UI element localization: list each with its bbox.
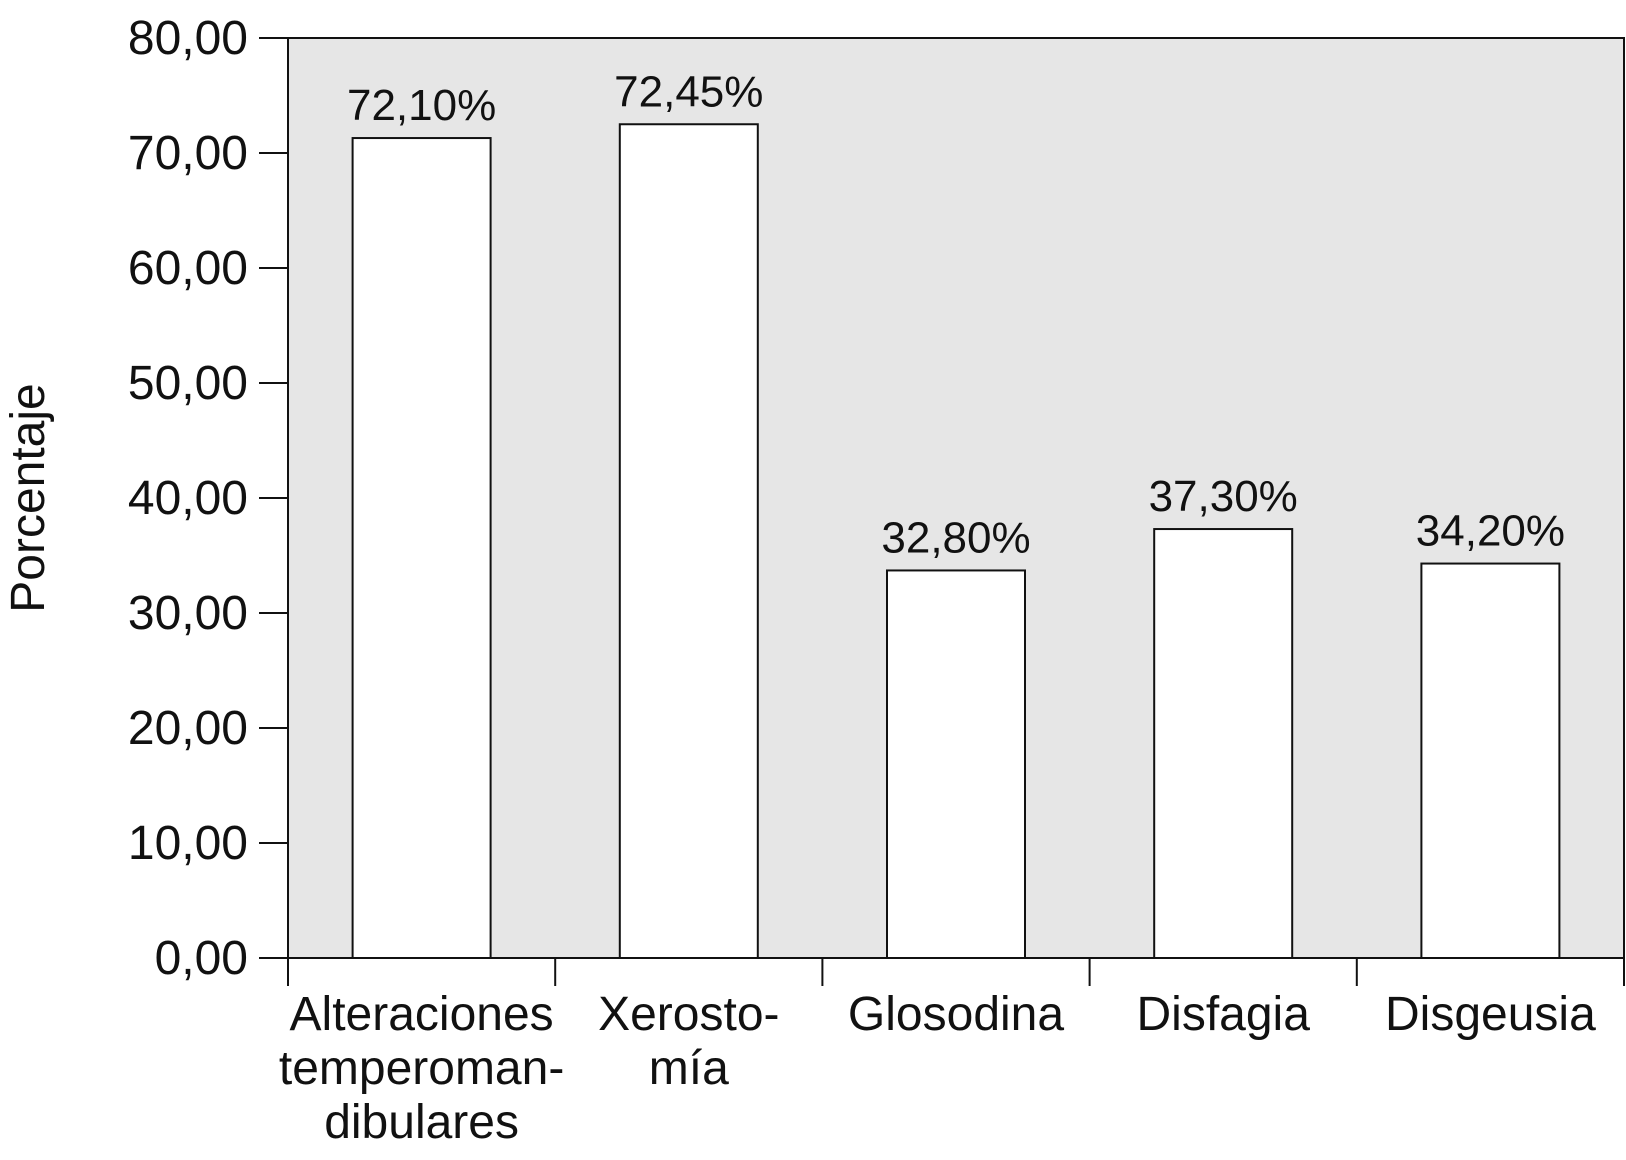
y-tick-label: 80,00 [128,12,248,65]
x-tick-label: temperoman- [279,1042,564,1095]
y-axis-title: Porcentaje [2,383,55,612]
y-tick-label: 50,00 [128,357,248,410]
bar-value-label: 72,10% [347,81,496,130]
x-tick-label: mía [649,1042,729,1095]
x-tick-label: dibulares [324,1096,519,1149]
bars [351,123,1561,960]
x-tick-label: Disgeusia [1385,988,1596,1041]
y-tick-label: 0,00 [155,932,248,985]
y-axis: 0,00 10,00 20,00 30,00 40,00 50,00 60,00 70,00 8… [128,12,289,985]
x-tick-label: Xerosto- [598,988,779,1041]
bar-value-label: 72,45% [614,67,763,116]
y-tick-label: 60,00 [128,242,248,295]
y-tick-label: 40,00 [128,472,248,525]
y-tick-label: 30,00 [128,587,248,640]
x-tick-label: Disfagia [1136,988,1310,1041]
bar [618,123,759,959]
bar-value-label: 34,20% [1416,507,1565,556]
y-tick-label: 10,00 [128,817,248,870]
y-tick-label: 70,00 [128,127,248,180]
bar [1153,528,1294,959]
bar-value-label: 37,30% [1149,472,1298,521]
bar [1420,562,1561,959]
y-tick-label: 20,00 [128,702,248,755]
bar [886,569,1026,959]
x-tick-label: Alteraciones [290,988,554,1041]
bar-value-label: 32,80% [881,513,1030,562]
bar [351,137,492,960]
bar-value-labels: 72,10% 72,45% 32,80% 37,30% 34,20% [347,67,1565,562]
x-tick-label: Glosodina [848,988,1064,1041]
